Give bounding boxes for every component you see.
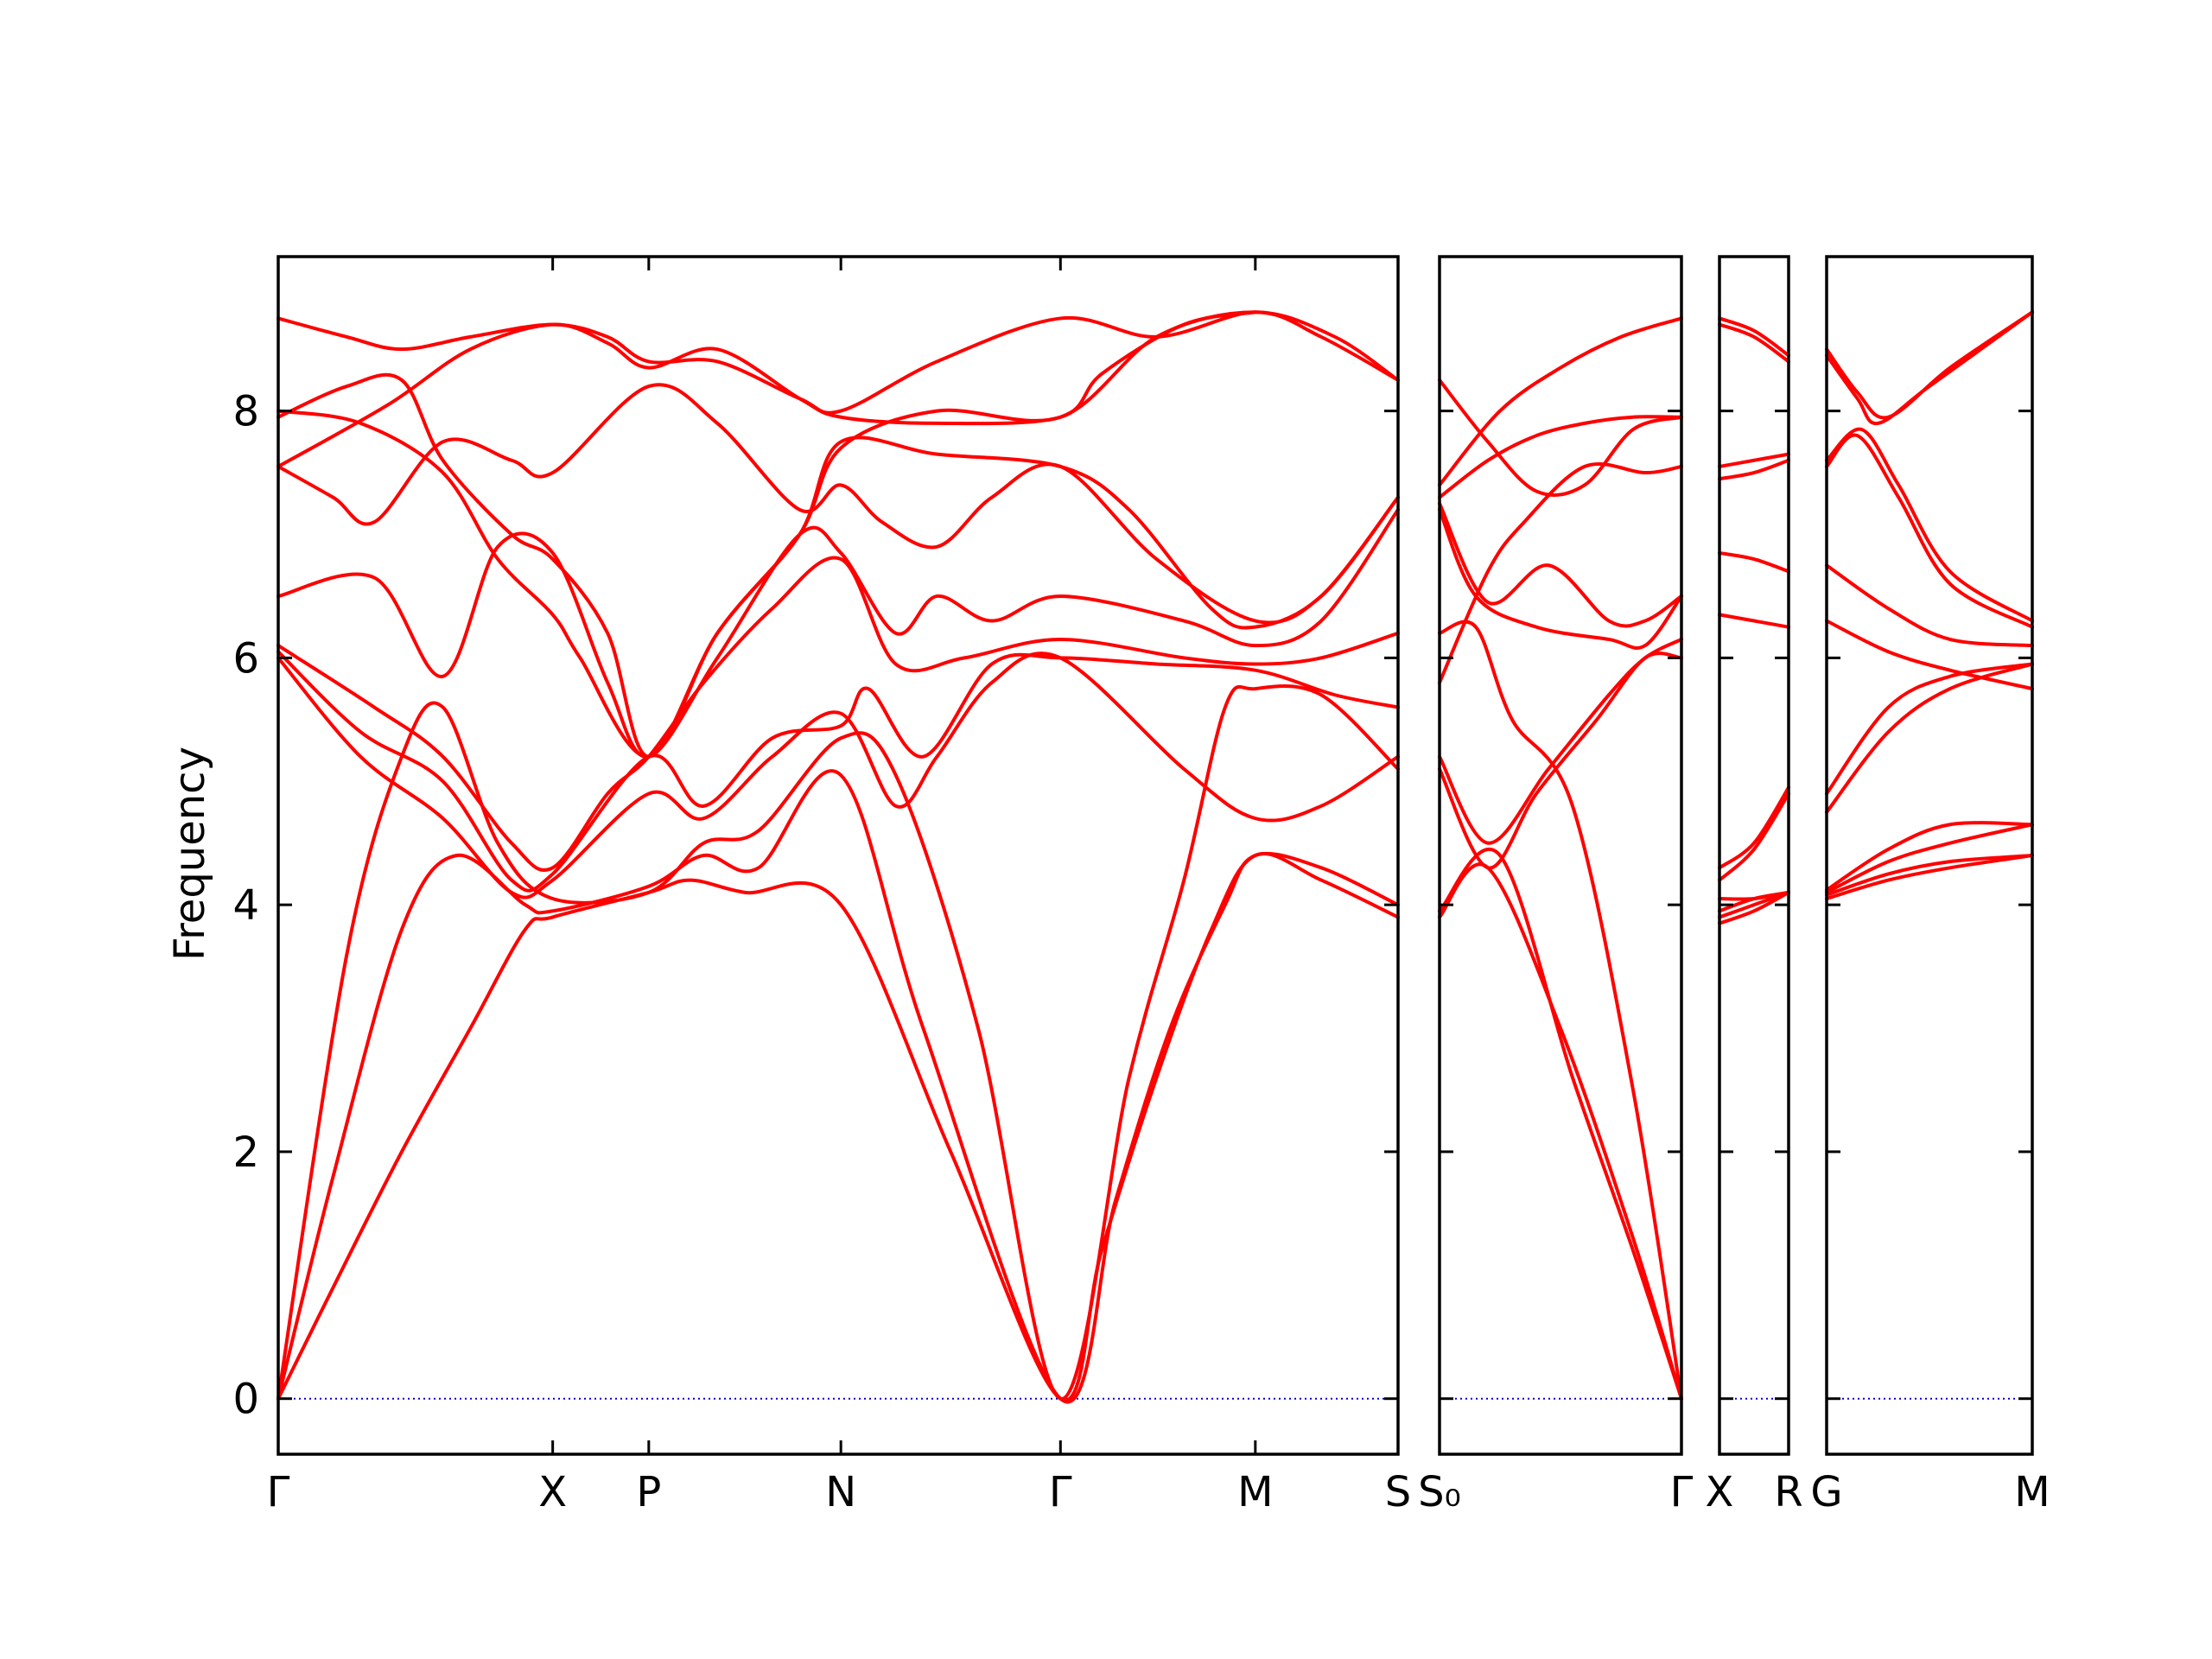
panel-4-band-4 bbox=[1825, 821, 2034, 893]
panel-4-band-11 bbox=[1825, 310, 2034, 425]
panel-2-frame bbox=[1438, 255, 1683, 1456]
panel-3-band-5 bbox=[1718, 791, 1790, 882]
panel-2-x-tick-label-1: S₀ bbox=[1418, 1468, 1461, 1516]
panel-4-x-tick-label-1: G bbox=[1810, 1468, 1842, 1516]
panel-1-band-10 bbox=[276, 310, 1400, 759]
panel-2-band-4 bbox=[1438, 637, 1683, 845]
panel-4-band-10 bbox=[1825, 427, 2034, 623]
panel-1-frame bbox=[276, 255, 1400, 1456]
panel-1-x-tick-label-1: Γ bbox=[267, 1468, 290, 1516]
panel-2-band-5 bbox=[1438, 461, 1683, 684]
panel-3-frame bbox=[1718, 255, 1790, 1456]
panel-2-band-10 bbox=[1438, 378, 1683, 498]
panel-3-x-tick-label-1: X bbox=[1706, 1468, 1734, 1516]
panel-1-x-tick-label-5: Γ bbox=[1049, 1468, 1072, 1516]
y-axis-label: Frequency bbox=[166, 747, 214, 961]
panel-2-band-11 bbox=[1438, 316, 1683, 487]
panel-1-x-tick-label-3: P bbox=[636, 1468, 661, 1516]
panel-3-band-4 bbox=[1718, 890, 1790, 901]
panel-3-band-8 bbox=[1718, 550, 1790, 574]
panel-2-band-1 bbox=[1438, 862, 1683, 1401]
panel-4-band-8 bbox=[1825, 563, 2034, 648]
panel-4-band-5 bbox=[1825, 662, 2034, 814]
y-tick-label-5: 8 bbox=[232, 388, 259, 436]
panel-2-band-9 bbox=[1438, 501, 1683, 628]
panel-1-band-12 bbox=[276, 310, 1257, 468]
panel-3-band-12 bbox=[1718, 316, 1790, 358]
panel-2-x-tick-label-2: Γ bbox=[1670, 1468, 1694, 1516]
panel-4-band-6 bbox=[1825, 662, 2034, 796]
panel-4-band-12 bbox=[1825, 310, 2034, 420]
panel-4-frame bbox=[1825, 255, 2034, 1456]
panel-1-x-tick-label-2: X bbox=[538, 1468, 567, 1516]
panel-4-band-1 bbox=[1825, 854, 2034, 901]
panel-1-band-2 bbox=[276, 769, 1400, 1404]
panel-1-x-tick-label-7: S bbox=[1385, 1468, 1411, 1516]
panel-4-band-9 bbox=[1825, 433, 2034, 629]
panel-2-band-7 bbox=[1438, 507, 1683, 650]
panel-1-x-tick-label-6: M bbox=[1237, 1468, 1273, 1516]
panel-3-band-7 bbox=[1718, 613, 1790, 629]
y-tick-label-1: 0 bbox=[232, 1376, 259, 1424]
panel-4-x-tick-label-2: M bbox=[2014, 1468, 2050, 1516]
panel-4-band-7 bbox=[1825, 619, 2034, 691]
panel-4-band-3 bbox=[1825, 823, 2034, 894]
panel-2-band-2 bbox=[1438, 847, 1683, 1401]
ticks-layer bbox=[276, 257, 2034, 1454]
panel-1-band-6 bbox=[276, 556, 1400, 872]
panel-1-band-1 bbox=[276, 852, 1400, 1402]
panel-1-band-8 bbox=[276, 383, 1400, 625]
panel-3-band-11 bbox=[1718, 322, 1790, 364]
panel-1-band-5 bbox=[276, 650, 1400, 893]
panel-1-band-4 bbox=[276, 652, 1400, 899]
panel-3-band-9 bbox=[1718, 458, 1790, 481]
frames-layer bbox=[276, 255, 2034, 1456]
panel-2-band-8 bbox=[1438, 415, 1683, 499]
panel-1-band-7 bbox=[276, 507, 1400, 759]
y-tick-label-3: 4 bbox=[232, 881, 259, 930]
panel-2-band-6 bbox=[1438, 620, 1683, 1401]
panel-3-band-10 bbox=[1718, 452, 1790, 468]
y-tick-label-2: 2 bbox=[232, 1128, 259, 1177]
panel-4-band-2 bbox=[1825, 854, 2034, 897]
panel-1-x-tick-label-4: N bbox=[825, 1468, 856, 1516]
panel-3-band-6 bbox=[1718, 785, 1790, 870]
bands-layer bbox=[276, 310, 2034, 1404]
panel-1-band-3 bbox=[276, 683, 1400, 1401]
y-tick-label-4: 6 bbox=[232, 634, 259, 683]
panel-3-x-tick-label-2: R bbox=[1774, 1468, 1802, 1516]
